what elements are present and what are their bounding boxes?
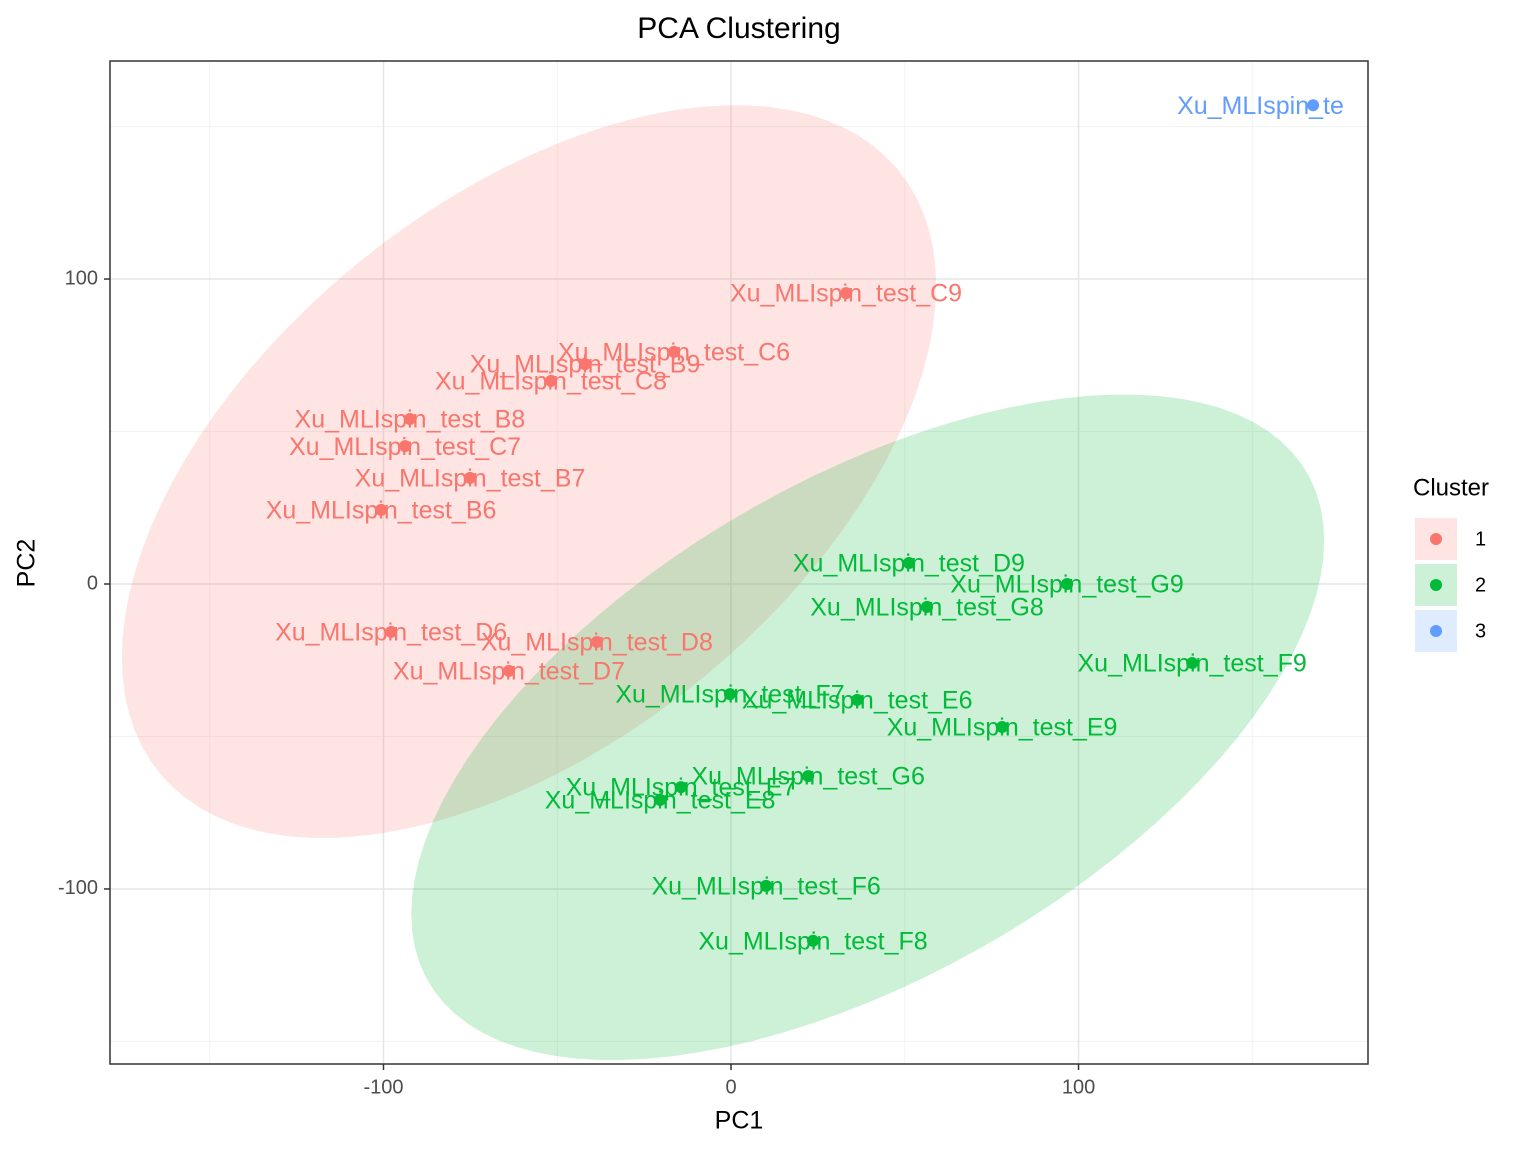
legend-point [1430, 625, 1442, 637]
point [579, 358, 592, 371]
point-label: Xu_MLIspin_test_F7 [615, 681, 844, 709]
legend-point [1430, 533, 1442, 545]
point [403, 413, 416, 426]
point [502, 664, 515, 677]
point-label: Xu_MLIspin_test_B9 [470, 351, 701, 379]
legend-label: 1 [1475, 528, 1486, 550]
cluster-ellipse [411, 394, 1325, 1060]
point [996, 721, 1009, 734]
legend-title: Cluster [1413, 474, 1489, 501]
point-label: Xu_MLIspin_test_F8 [698, 927, 927, 955]
point [807, 934, 820, 947]
point-label: Xu_MLIspin_test_D8 [481, 629, 713, 657]
point [464, 471, 477, 484]
point-label: Xu_MLIspin_test_C8 [435, 368, 667, 396]
point-label: Xu_MLIspin_test_G9 [950, 571, 1183, 599]
y-axis-title: PC2 [13, 539, 41, 588]
chart-title: PCA Clustering [637, 12, 840, 45]
point-label: Xu_MLIspin_te [1177, 92, 1344, 120]
x-tick-label: -100 [363, 1076, 403, 1098]
legend-point [1430, 579, 1442, 591]
point [921, 600, 934, 613]
legend-label: 2 [1475, 574, 1486, 596]
y-tick-label: 100 [65, 267, 98, 289]
point-label: Xu_MLIspin_test_E7 [566, 774, 797, 802]
point-label: Xu_MLIspin_test_E8 [545, 787, 776, 815]
point [674, 781, 687, 794]
point-label: Xu_MLIspin_test_B7 [355, 464, 586, 492]
point [1061, 577, 1074, 590]
point-label: Xu_MLIspin_test_C7 [289, 433, 521, 461]
point-label: Xu_MLIspin_test_B8 [295, 406, 526, 434]
point [590, 635, 603, 648]
y-tick-label: 0 [87, 572, 98, 594]
points: Xu_MLIspin_test_C9Xu_MLIspin_test_C6Xu_M… [266, 92, 1344, 956]
panel-border [109, 60, 1369, 1065]
point [723, 688, 736, 701]
legend: 1 2 3 [1415, 518, 1486, 652]
legend-label: 3 [1475, 620, 1486, 642]
point [760, 879, 773, 892]
point-label: Xu_MLIspin_test_D7 [393, 658, 625, 686]
point [802, 770, 815, 783]
point-label: Xu_MLIspin_test_E9 [887, 714, 1118, 742]
point-label: Xu_MLIspin_test_B6 [266, 497, 497, 525]
point [654, 793, 667, 806]
y-tick-label: -100 [58, 877, 98, 899]
x-tick-label: 100 [1062, 1076, 1095, 1098]
point [544, 374, 557, 387]
point-label: Xu_MLIspin_test_G6 [691, 763, 924, 791]
point-label: Xu_MLIspin_test_C6 [558, 339, 790, 367]
ellipses [121, 105, 1325, 1060]
point [375, 503, 388, 516]
point [399, 440, 412, 453]
cluster-ellipse [121, 105, 937, 838]
point [385, 625, 398, 638]
x-axis-title: PC1 [715, 1107, 764, 1135]
point [851, 693, 864, 706]
point-label: Xu_MLIspin_test_F9 [1078, 650, 1307, 678]
point [1186, 656, 1199, 669]
point [840, 287, 853, 300]
point-label: Xu_MLIspin_test_C9 [730, 280, 962, 308]
point [1307, 99, 1320, 112]
point-label: Xu_MLIspin_test_F6 [651, 873, 880, 901]
point-label: Xu_MLIspin_test_D6 [275, 618, 507, 646]
point-label: Xu_MLIspin_test_E6 [742, 686, 973, 714]
point-label: Xu_MLIspin_test_D9 [793, 550, 1025, 578]
point [668, 345, 681, 358]
point-label: Xu_MLIspin_test_G8 [810, 593, 1043, 621]
axes: -100 0 100 -100 0 100 [58, 267, 1095, 1098]
point [902, 556, 915, 569]
x-tick-label: 0 [725, 1076, 736, 1098]
